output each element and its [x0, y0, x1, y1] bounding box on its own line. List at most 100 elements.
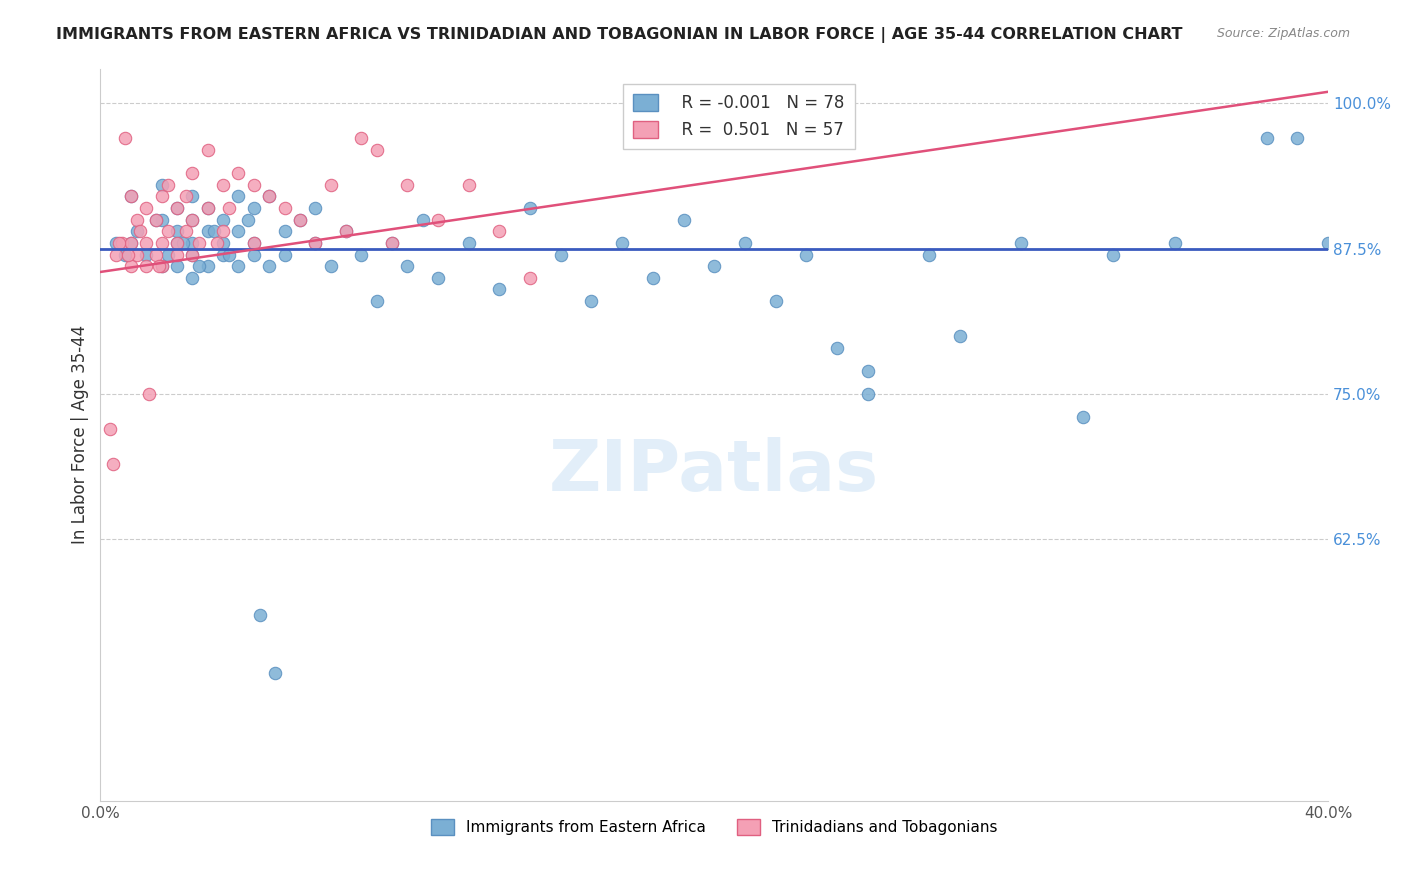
Point	[120, 189, 142, 203]
Point	[138, 387, 160, 401]
Point	[412, 212, 434, 227]
Point	[127, 212, 149, 227]
Point	[335, 224, 357, 238]
Point	[304, 201, 326, 215]
Point	[319, 259, 342, 273]
Point	[150, 178, 173, 192]
Point	[519, 270, 541, 285]
Point	[243, 178, 266, 192]
Point	[181, 235, 204, 250]
Point	[1071, 410, 1094, 425]
Point	[856, 364, 879, 378]
Point	[1286, 131, 1309, 145]
Point	[197, 201, 219, 215]
Point	[218, 201, 240, 215]
Point	[104, 235, 127, 250]
Point	[127, 224, 149, 238]
Point	[457, 178, 479, 192]
Point	[612, 235, 634, 250]
Point	[734, 235, 756, 250]
Point	[135, 201, 157, 215]
Point	[197, 224, 219, 238]
Point	[166, 224, 188, 238]
Point	[120, 235, 142, 250]
Point	[212, 212, 235, 227]
Point	[187, 259, 209, 273]
Point	[101, 457, 124, 471]
Point	[228, 166, 250, 180]
Legend: Immigrants from Eastern Africa, Trinidadians and Tobagonians: Immigrants from Eastern Africa, Trinidad…	[422, 810, 1007, 845]
Point	[205, 235, 228, 250]
Point	[212, 247, 235, 261]
Point	[127, 247, 149, 261]
Point	[197, 143, 219, 157]
Point	[202, 224, 225, 238]
Point	[366, 143, 388, 157]
Point	[172, 235, 194, 250]
Point	[135, 259, 157, 273]
Point	[825, 341, 848, 355]
Point	[120, 235, 142, 250]
Point	[181, 212, 204, 227]
Point	[488, 224, 510, 238]
Point	[794, 247, 817, 261]
Point	[396, 259, 419, 273]
Point	[135, 235, 157, 250]
Point	[212, 224, 235, 238]
Text: Source: ZipAtlas.com: Source: ZipAtlas.com	[1216, 27, 1350, 40]
Point	[156, 224, 179, 238]
Point	[166, 201, 188, 215]
Point	[145, 212, 167, 227]
Point	[1256, 131, 1278, 145]
Point	[243, 201, 266, 215]
Point	[1317, 235, 1340, 250]
Point	[120, 259, 142, 273]
Point	[641, 270, 664, 285]
Point	[381, 235, 404, 250]
Point	[181, 189, 204, 203]
Point	[135, 247, 157, 261]
Point	[264, 665, 287, 680]
Point	[257, 259, 280, 273]
Point	[107, 235, 129, 250]
Point	[304, 235, 326, 250]
Point	[150, 259, 173, 273]
Point	[273, 224, 295, 238]
Point	[550, 247, 572, 261]
Point	[243, 235, 266, 250]
Point	[150, 235, 173, 250]
Point	[488, 282, 510, 296]
Point	[117, 247, 139, 261]
Point	[243, 247, 266, 261]
Point	[1102, 247, 1125, 261]
Point	[288, 212, 311, 227]
Point	[176, 189, 198, 203]
Point	[427, 270, 450, 285]
Point	[212, 235, 235, 250]
Point	[257, 189, 280, 203]
Point	[197, 201, 219, 215]
Point	[111, 235, 134, 250]
Point	[236, 212, 259, 227]
Point	[218, 247, 240, 261]
Point	[273, 201, 295, 215]
Point	[949, 329, 972, 343]
Point	[120, 189, 142, 203]
Point	[98, 422, 121, 436]
Point	[150, 259, 173, 273]
Point	[703, 259, 725, 273]
Text: IMMIGRANTS FROM EASTERN AFRICA VS TRINIDADIAN AND TOBAGONIAN IN LABOR FORCE | AG: IMMIGRANTS FROM EASTERN AFRICA VS TRINID…	[56, 27, 1182, 43]
Point	[335, 224, 357, 238]
Point	[145, 212, 167, 227]
Point	[457, 235, 479, 250]
Point	[257, 189, 280, 203]
Point	[918, 247, 941, 261]
Point	[581, 293, 603, 308]
Point	[519, 201, 541, 215]
Point	[181, 270, 204, 285]
Point	[856, 387, 879, 401]
Point	[1163, 235, 1185, 250]
Point	[273, 247, 295, 261]
Point	[243, 235, 266, 250]
Point	[129, 224, 152, 238]
